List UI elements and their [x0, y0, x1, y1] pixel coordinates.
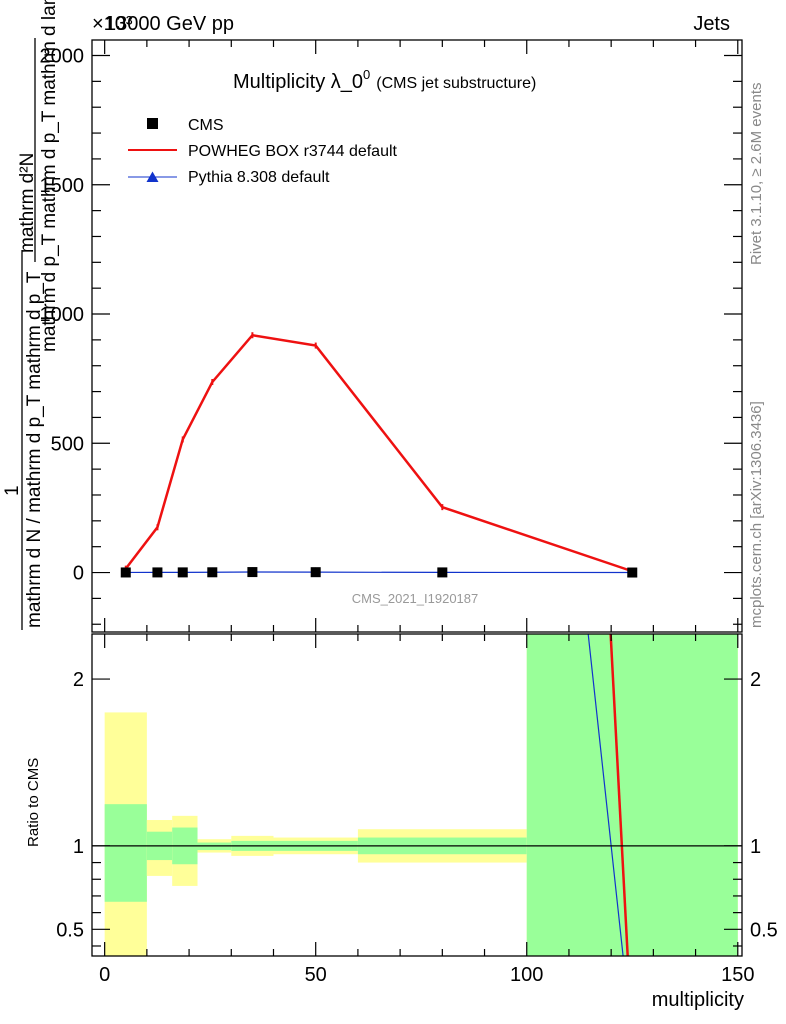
ratio-uncertainty-bands [104, 634, 738, 956]
ratio-lines [587, 634, 629, 956]
cms-point-4 [247, 567, 258, 578]
legend-cms-marker [147, 118, 158, 129]
cms-point-5 [310, 567, 321, 578]
main-y-tick-label: 500 [51, 433, 84, 455]
ratio-y-tick-label: 1 [73, 836, 84, 858]
header-process: 13000 GeV pp [105, 13, 234, 35]
y-label-top-numerator: mathrm d²N [17, 153, 38, 253]
legend-pythia-label: Pythia 8.308 default [188, 169, 330, 186]
x-axis-label: multiplicity [652, 989, 744, 1011]
ratio-y-tick-label-right: 2 [750, 669, 761, 691]
x-tick-label: 100 [510, 964, 543, 986]
main-frame [91, 39, 743, 633]
cms-point-1 [152, 567, 163, 578]
rivet-version-label: Rivet 3.1.10, ≥ 2.6M events [748, 83, 765, 266]
legend-pythia-marker [146, 171, 159, 182]
ratio-powheg-line [609, 634, 629, 956]
legend-cms-label: CMS [188, 117, 224, 134]
main-y-tick-label: 2000 [40, 46, 85, 68]
powheg-line [124, 333, 633, 573]
main-y-tick-label: 1500 [40, 175, 85, 197]
cms-point-3 [207, 567, 218, 578]
ratio-stat-band-0 [104, 804, 147, 902]
legend-powheg-label: POWHEG BOX r3744 default [188, 143, 398, 160]
main-y-tick-label: 0 [73, 563, 84, 585]
cms-point-7 [627, 567, 638, 578]
analysis-watermark: CMS_2021_I1920187 [352, 591, 479, 606]
x-tick-label: 150 [721, 964, 754, 986]
header-category: Jets [693, 13, 730, 35]
ratio-stat-band-7 [526, 634, 738, 956]
ratio-y-tick-label-right: 0.5 [750, 919, 778, 941]
main-y-axis-label: mathrm d²N mathrm d p_T mathrm d p_T mat… [2, 0, 60, 630]
main-series-lines [124, 333, 633, 574]
y-label-bottom-denominator: mathrm d N / mathrm d p_T mathrm d p_T [24, 271, 45, 628]
cms-point-6 [437, 567, 448, 578]
plot-title: Multiplicity λ_00(CMS jet substructure) [233, 67, 536, 93]
ratio-pythia-line [587, 634, 624, 956]
ratio-frame [91, 633, 743, 957]
y-exponent: ×10³ [92, 13, 133, 35]
pythia-line [125, 571, 633, 574]
cms-point-2 [177, 567, 188, 578]
main-y-tick-label: 1000 [40, 304, 85, 326]
x-tick-label: 50 [305, 964, 327, 986]
ratio-y-tick-label-right: 1 [750, 836, 761, 858]
cms-point-0 [120, 567, 131, 578]
y-label-top-denominator: mathrm d p_T mathrm d p_T mathrm d lambd… [39, 0, 60, 352]
ratio-y-tick-label: 2 [73, 669, 84, 691]
main-series-markers [120, 332, 638, 578]
x-tick-label: 0 [99, 964, 110, 986]
ratio-y-tick-label: 0.5 [56, 919, 84, 941]
ratio-y-axis-label: Ratio to CMS [25, 758, 42, 847]
legend: CMS POWHEG BOX r3744 default Pythia 8.30… [128, 117, 398, 186]
mcplots-credit-label: mcplots.cern.ch [arXiv:1306.3436] [748, 401, 765, 628]
axis-ticks [92, 40, 742, 956]
y-label-bottom-one: 1 [2, 485, 23, 496]
